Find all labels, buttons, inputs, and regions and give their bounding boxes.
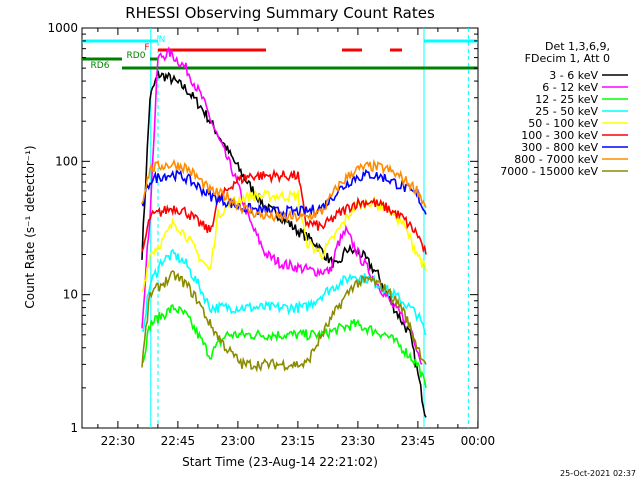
flag-label: RD6: [91, 61, 110, 71]
legend-entry-label: 7000 - 15000 keV: [500, 165, 598, 178]
flag-label: F: [144, 43, 149, 53]
y-axis-label: Count Rate (s⁻¹ detector⁻¹): [23, 145, 37, 308]
legend-entry-label: 25 - 50 keV: [535, 105, 598, 118]
legend-title-line: FDecim 1, Att 0: [525, 52, 610, 65]
x-tick-label: 23:30: [341, 434, 376, 448]
x-tick-label: 22:30: [101, 434, 136, 448]
chart-title: RHESSI Observing Summary Count Rates: [125, 4, 435, 22]
x-tick-label: 23:45: [401, 434, 436, 448]
flag-label: N: [159, 35, 166, 45]
series-line-0: [141, 70, 427, 418]
x-axis-label: Start Time (23-Aug-14 22:21:02): [182, 455, 378, 469]
legend-entry-label: 50 - 100 keV: [528, 117, 598, 130]
legend-entry-label: 3 - 6 keV: [549, 69, 598, 82]
legend-entry-label: 800 - 7000 keV: [514, 153, 598, 166]
y-tick-label: 100: [55, 154, 78, 168]
x-tick-label: 23:15: [281, 434, 316, 448]
series-line-3: [141, 248, 427, 336]
series-line-2: [141, 304, 427, 389]
y-tick-label: 1: [70, 421, 78, 435]
y-tick-label: 1000: [47, 21, 78, 35]
legend-entry-label: 100 - 300 keV: [521, 129, 598, 142]
legend-entry-label: 300 - 800 keV: [521, 141, 598, 154]
y-tick-label: 10: [63, 288, 78, 302]
footer-datestamp: 25-Oct-2021 02:37: [560, 469, 636, 478]
plot-area-frame: [81, 27, 479, 429]
x-tick-label: 23:00: [221, 434, 256, 448]
series-line-7: [141, 158, 427, 224]
series-line-5: [141, 168, 427, 255]
x-tick-label: 00:00: [461, 434, 496, 448]
flag-label: RD0: [127, 51, 146, 61]
x-tick-label: 22:45: [161, 434, 196, 448]
series-line-8: [141, 270, 427, 373]
series-line-4: [141, 188, 427, 293]
legend-title-line: Det 1,3,6,9,: [545, 40, 610, 53]
legend-entry-label: 6 - 12 keV: [542, 81, 598, 94]
legend-entry-label: 12 - 25 keV: [535, 93, 598, 106]
